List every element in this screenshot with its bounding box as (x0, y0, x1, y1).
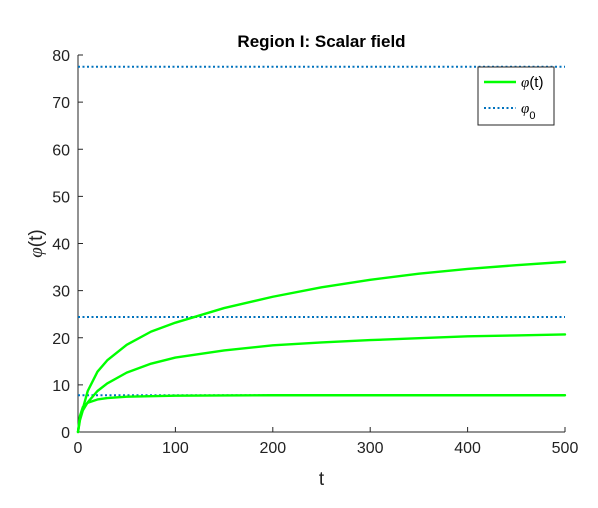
y-tick-label: 0 (61, 425, 70, 442)
x-tick-label: 300 (357, 440, 384, 457)
x-tick-label: 100 (162, 440, 189, 457)
y-tick-label: 40 (52, 237, 70, 254)
y-axis-label-symbol: φ (26, 247, 47, 258)
y-tick-label: 70 (52, 95, 70, 112)
legend: φ(t)φ0 (477, 66, 555, 126)
phi-curve-1 (76, 333, 567, 434)
y-tick-label: 60 (52, 142, 70, 159)
y-tick-label: 50 (52, 189, 70, 206)
x-tick-label: 400 (454, 440, 481, 457)
legend-label-1: φ0 (521, 101, 535, 122)
chart-title: Region I: Scalar field (237, 32, 405, 51)
x-axis-label: t (319, 469, 325, 490)
x-tick-label: 500 (552, 440, 579, 457)
y-tick-label: 30 (52, 284, 70, 301)
legend-label-0: φ(t) (521, 74, 543, 91)
y-tick-label: 80 (52, 48, 70, 65)
x-tick-label: 0 (74, 440, 83, 457)
legend-symbol: φ (521, 75, 529, 91)
y-axis-label: φ(t) (26, 229, 47, 257)
legend-box (477, 66, 555, 126)
phi-curve-0 (76, 394, 567, 434)
legend-subscript: 0 (529, 110, 535, 122)
legend-symbol: φ (521, 101, 529, 117)
x-tick-label: 200 (259, 440, 286, 457)
y-axis-label-suffix: (t) (26, 229, 47, 247)
y-tick-label: 20 (52, 331, 70, 348)
phi-curve-2 (76, 260, 567, 434)
y-tick-label: 10 (52, 378, 70, 395)
legend-suffix: (t) (529, 74, 543, 91)
